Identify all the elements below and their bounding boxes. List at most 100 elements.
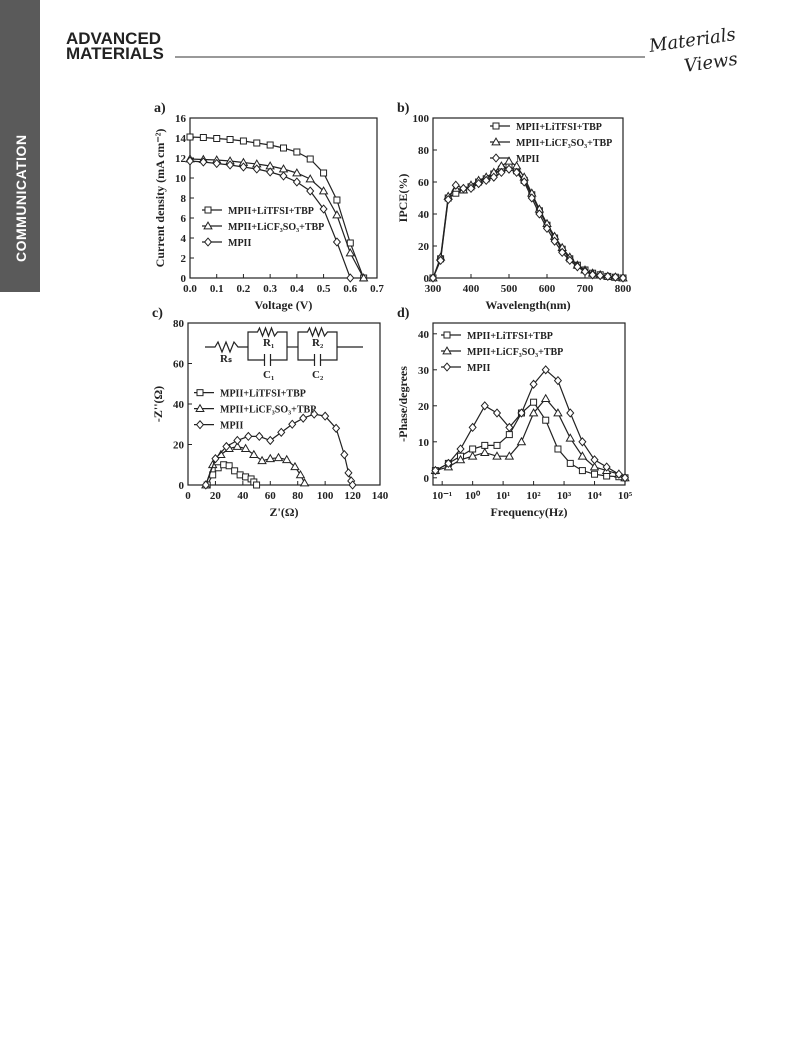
marker [244,431,253,442]
marker [603,271,612,282]
marker [467,451,478,460]
marker [542,416,550,424]
marker [444,458,453,469]
x-tick-label: 0.1 [210,283,224,295]
marker [504,164,514,174]
marker [573,262,582,272]
y-tick-label: 60 [418,177,430,189]
marker [332,237,341,247]
y-tick-label: 10 [418,437,430,449]
marker [588,270,597,280]
marker [212,158,221,169]
circuit-wire [297,326,338,347]
x-tick-label: 600 [539,283,556,295]
marker [292,177,301,187]
marker [468,422,477,433]
circuit-wire [320,347,338,361]
marker [529,379,538,389]
legend-label: MPII+LiTFSI+TBP [228,206,314,217]
marker [299,413,308,423]
legend-label: MPII+LiTFSI+TBP [220,389,306,400]
y-tick-label: 60 [173,359,185,371]
marker [255,431,264,442]
x-tick-label: 10³ [557,490,572,502]
circuit-label: Rₛ [220,353,232,365]
marker [431,465,440,476]
y-tick-label: 40 [418,329,430,341]
marker [340,449,349,460]
marker [239,162,248,172]
marker [504,451,515,460]
x-axis-label: Z'(Ω) [270,505,299,519]
marker [611,272,620,282]
circuit-wire [247,326,288,347]
y-tick-label: 40 [418,209,430,221]
marker [295,469,306,479]
marker [346,273,355,283]
marker [516,436,527,446]
marker [333,196,341,204]
marker [527,193,536,203]
marker [232,441,243,450]
legend-marker [491,137,501,146]
marker [305,174,315,183]
marker [345,248,356,257]
marker [321,411,330,421]
marker [580,266,590,277]
y-axis-label: -Phase/degrees [396,366,410,442]
figure: a) 0.0 0.1 0.2 0.3 0.4 0.5 0.6 0.7 0 2 4 6 8 10 12 14 16 V… [151,101,633,519]
legend-label: MPII+LiCF₃SO₃+TBP [467,347,563,358]
x-tick-label: 10² [526,490,541,502]
marker [591,470,599,478]
equivalent-circuit [205,326,363,366]
marker [455,454,466,464]
marker [553,408,563,417]
marker [542,223,552,234]
marker [469,445,477,453]
marker [252,164,261,174]
marker [566,459,574,467]
x-tick-label: 10⁵ [618,490,633,502]
marker [480,401,489,411]
x-tick-label: 120 [344,490,361,502]
marker [489,172,498,182]
marker [481,441,489,449]
x-tick-label: 0.0 [183,283,197,295]
x-tick-label: 800 [615,283,632,295]
marker [226,160,235,170]
marker [225,462,233,470]
legend-label: MPII [467,363,490,374]
x-tick-label: 0.7 [370,283,384,295]
y-tick-label: 10 [175,173,187,185]
marker [618,273,628,283]
marker [358,273,369,282]
y-tick-label: 80 [418,145,430,157]
x-tick-label: 10⁴ [587,490,602,502]
marker [517,408,526,418]
marker [578,467,586,475]
circuit-label: C₂ [312,369,324,381]
marker [505,431,513,439]
marker [492,451,502,460]
legend-marker [195,403,205,413]
marker [306,155,314,163]
y-tick-label: 0 [424,473,430,485]
marker [620,473,630,483]
x-tick-label: 80 [292,490,304,502]
y-tick-label: 4 [181,233,187,245]
legend-marker [442,362,452,372]
marker [222,441,231,452]
marker [554,445,562,453]
marker [249,449,259,459]
x-tick-label: 10⁰ [465,490,481,502]
marker [318,186,329,195]
sidebar-label: COMMUNICATION [13,134,29,262]
journal-logo: ADVANCED [66,29,161,48]
marker [590,455,599,465]
x-axis-label: Frequency(Hz) [490,505,567,519]
legend-marker [442,346,452,355]
y-tick-label: 100 [413,113,430,125]
plot-frame [432,322,626,486]
marker [505,422,514,433]
legend-label: MPII+LiTFSI+TBP [467,331,553,342]
